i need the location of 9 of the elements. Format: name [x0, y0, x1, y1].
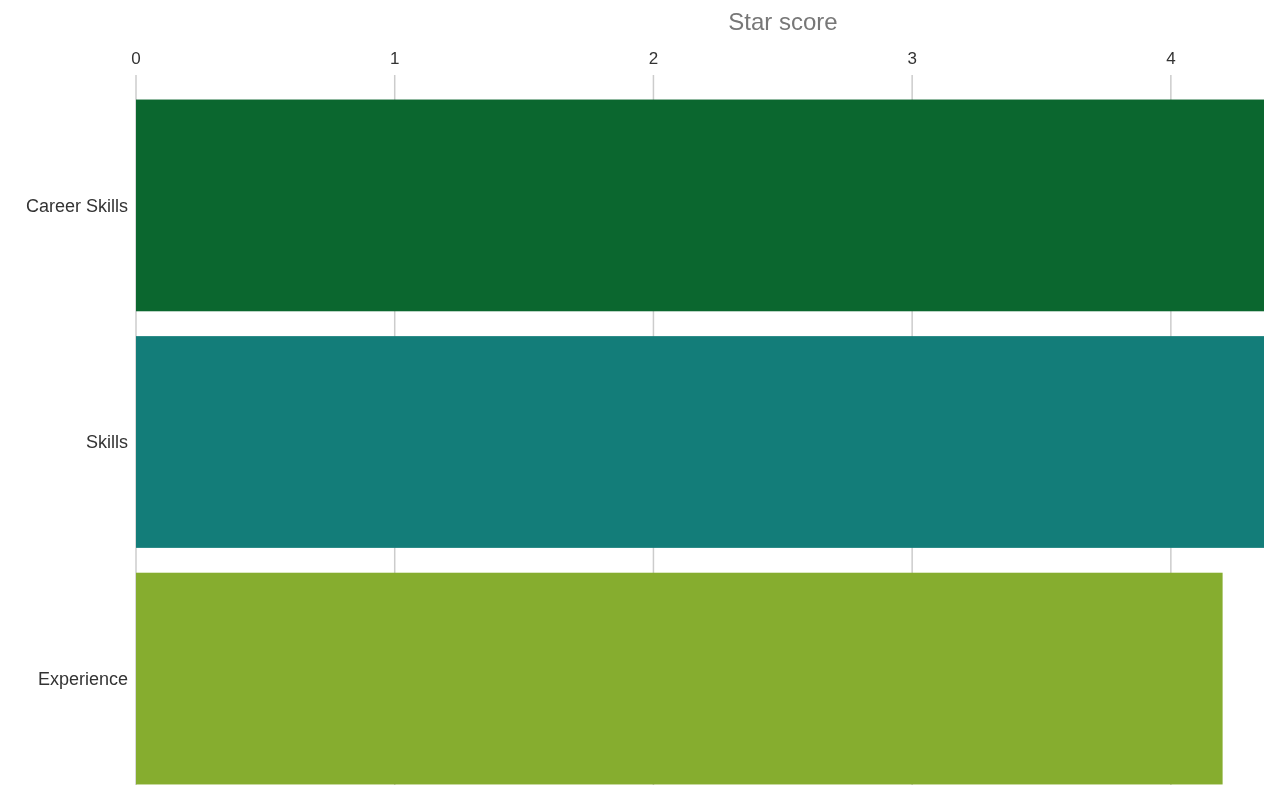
y-tick-label: Experience [37, 668, 128, 689]
x-tick-label: 4 [1166, 49, 1176, 68]
x-tick-label: 3 [907, 49, 917, 68]
y-tick-label: Skills [85, 432, 128, 453]
y-tick-label: Career Skills [25, 195, 128, 216]
x-tick-label: 2 [648, 49, 659, 68]
x-tick-label: 0 [131, 49, 141, 68]
x-axis-title: Star score [728, 8, 838, 35]
x-tick-label: 1 [389, 49, 400, 68]
